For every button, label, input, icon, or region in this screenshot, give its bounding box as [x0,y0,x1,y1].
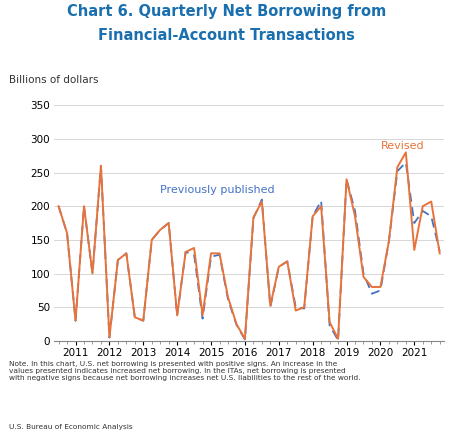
Text: Billions of dollars: Billions of dollars [9,75,99,85]
Text: Financial-Account Transactions: Financial-Account Transactions [98,28,355,43]
Text: Note. In this chart, U.S. net borrowing is presented with positive signs. An inc: Note. In this chart, U.S. net borrowing … [9,361,361,381]
Text: U.S. Bureau of Economic Analysis: U.S. Bureau of Economic Analysis [9,424,133,430]
Text: Chart 6. Quarterly Net Borrowing from: Chart 6. Quarterly Net Borrowing from [67,4,386,19]
Text: Previously published: Previously published [160,185,275,195]
Text: Revised: Revised [381,141,424,151]
